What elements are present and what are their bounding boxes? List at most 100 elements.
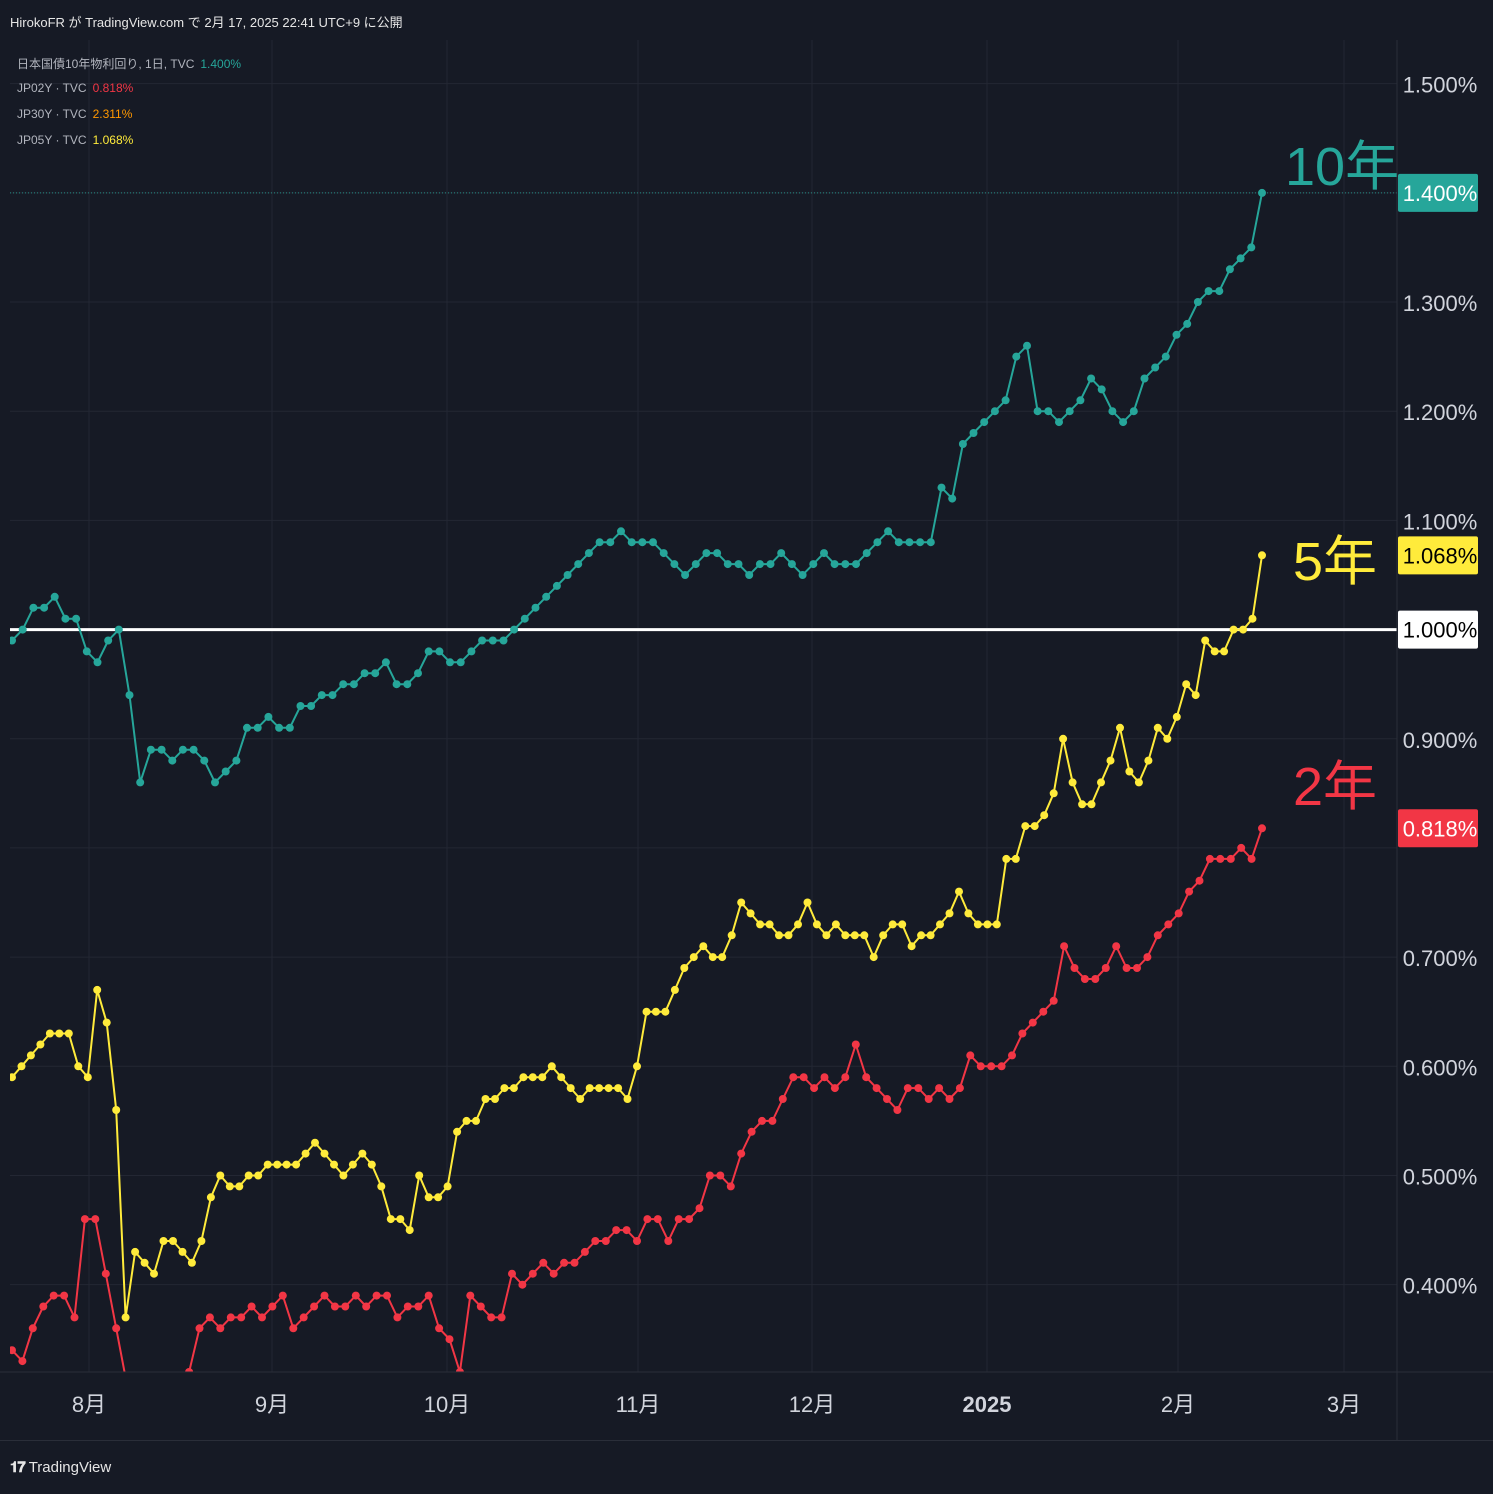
data-point-2年 [101, 1269, 110, 1278]
data-point-2年 [1133, 964, 1141, 972]
data-point-2年 [508, 1269, 516, 1278]
tradingview-logo-icon: 𝟏𝟕 [10, 1459, 26, 1476]
data-point-10年 [243, 723, 251, 732]
data-point-2年 [633, 1237, 641, 1245]
data-point-5年 [680, 964, 689, 972]
data-point-5年 [500, 1084, 509, 1093]
data-point-5年 [1097, 778, 1105, 787]
data-point-10年 [937, 483, 946, 492]
price-label-text: 0.818% [1403, 816, 1478, 841]
data-point-5年 [17, 1062, 26, 1071]
data-point-10年 [713, 549, 722, 558]
legend-item-name: JP05Y · TVC [17, 133, 87, 147]
data-point-2年 [643, 1215, 652, 1224]
data-point-5年 [1239, 625, 1248, 634]
data-point-2年 [466, 1291, 475, 1300]
data-point-10年 [10, 636, 16, 645]
data-point-10年 [884, 527, 893, 536]
data-point-10年 [862, 549, 871, 558]
data-point-10年 [285, 723, 294, 732]
data-point-2年 [403, 1302, 412, 1311]
data-point-10年 [50, 592, 59, 601]
reference-label-box [1398, 610, 1478, 649]
y-tick-label: 0.600% [1403, 1055, 1478, 1080]
data-point-5年 [45, 1029, 54, 1038]
data-point-5年 [765, 920, 774, 929]
data-point-2年 [705, 1171, 714, 1180]
legend-item[interactable]: JP05Y · TVC 1.068% [17, 133, 133, 147]
data-point-10年 [414, 669, 422, 678]
data-point-5年 [1087, 800, 1096, 809]
data-point-5年 [670, 985, 679, 994]
x-tick-label: 2月 [1161, 1392, 1195, 1417]
data-point-5年 [339, 1171, 348, 1180]
data-point-5年 [1248, 614, 1257, 623]
data-point-10年 [638, 538, 647, 547]
data-point-2年 [966, 1051, 975, 1060]
data-point-5年 [964, 909, 973, 918]
data-point-10年 [595, 538, 604, 547]
data-point-10年 [574, 560, 583, 569]
brand[interactable]: 𝟏𝟕 TradingView [10, 1459, 111, 1476]
data-point-10年 [1044, 407, 1053, 416]
data-point-5年 [10, 1073, 16, 1082]
data-point-10年 [734, 560, 743, 569]
data-point-2年 [278, 1291, 287, 1300]
data-point-5年 [462, 1116, 471, 1125]
data-point-5年 [917, 931, 926, 940]
data-point-10年 [93, 658, 102, 667]
data-point-2年 [414, 1302, 423, 1311]
data-point-5年 [1021, 822, 1030, 831]
data-point-2年 [830, 1084, 839, 1093]
data-point-5年 [566, 1084, 575, 1093]
data-point-2年 [1101, 964, 1110, 972]
data-point-10年 [1033, 407, 1042, 416]
data-point-2年 [497, 1313, 506, 1322]
data-point-10年 [894, 538, 903, 547]
data-point-5年 [121, 1313, 130, 1322]
data-point-10年 [339, 680, 348, 689]
data-point-10年 [307, 702, 316, 710]
data-point-2年 [976, 1062, 985, 1071]
data-point-2年 [18, 1357, 27, 1366]
data-point-10年 [969, 429, 978, 437]
data-point-2年 [1258, 824, 1266, 833]
data-point-2年 [747, 1127, 756, 1136]
data-point-10年 [681, 571, 690, 579]
data-point-5年 [860, 931, 869, 940]
data-point-5年 [623, 1095, 632, 1103]
data-point-5年 [491, 1095, 499, 1103]
data-point-5年 [1040, 811, 1049, 820]
data-point-5年 [1229, 625, 1238, 634]
data-point-10年 [200, 756, 209, 765]
data-point-5年 [1078, 800, 1087, 809]
data-point-10年 [104, 636, 113, 645]
data-point-5年 [869, 953, 878, 962]
data-point-2年 [695, 1204, 704, 1213]
x-tick-label: 9月 [255, 1392, 289, 1417]
publisher-line: HirokoFR が TradingView.com で 2月 17, 2025… [10, 15, 403, 30]
legend-item[interactable]: JP30Y · TVC 2.311% [17, 107, 132, 121]
data-point-5年 [405, 1226, 414, 1235]
legend-item[interactable]: 日本国債10年物利回り, 1日, TVC 1.400% [17, 55, 241, 72]
data-point-10年 [317, 691, 326, 700]
x-tick-label: 10月 [424, 1392, 470, 1417]
data-point-2年 [914, 1084, 923, 1093]
data-point-10年 [1076, 396, 1085, 405]
data-point-5年 [822, 931, 831, 940]
price-label-box [1398, 536, 1478, 575]
data-point-5年 [803, 898, 812, 907]
data-point-10年 [980, 418, 989, 427]
data-point-5年 [415, 1171, 424, 1180]
data-point-2年 [955, 1084, 964, 1093]
data-point-5年 [689, 953, 698, 962]
data-point-10年 [371, 669, 380, 678]
data-point-5年 [775, 931, 783, 940]
data-point-5年 [841, 931, 850, 940]
data-point-10年 [627, 538, 636, 547]
data-point-10年 [211, 778, 219, 787]
legend-item[interactable]: JP02Y · TVC 0.818% [17, 81, 133, 95]
data-point-10年 [1161, 352, 1170, 361]
data-point-2年 [601, 1237, 610, 1245]
